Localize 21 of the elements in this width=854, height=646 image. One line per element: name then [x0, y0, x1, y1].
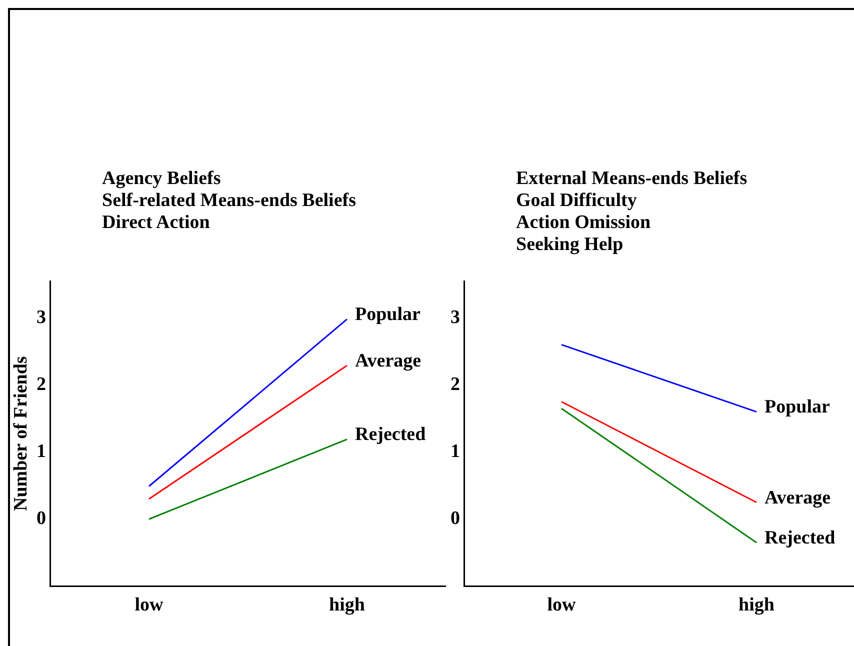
series-label: Popular [764, 396, 831, 418]
y-tick-label: 3 [450, 306, 460, 328]
y-tick-label: 1 [36, 440, 46, 462]
y-tick-label: 1 [450, 440, 460, 462]
series-label: Rejected [355, 424, 426, 446]
x-tick-label: low [134, 594, 164, 616]
y-tick-label: 0 [450, 508, 460, 530]
y-axis-title: Number of Friends [10, 356, 32, 512]
y-tick-label: 2 [36, 374, 46, 395]
y-tick-label: 0 [36, 508, 46, 530]
series-label: Rejected [764, 528, 836, 549]
series-label: Average [764, 487, 831, 508]
y-tick-label: 3 [36, 306, 46, 328]
chart-title: Agency Beliefs Self-related Means-ends Beliefs Direct Action [102, 168, 356, 234]
series-label: Popular [355, 304, 422, 326]
x-tick-label: low [547, 594, 576, 616]
chart-title: External Means-ends Beliefs Goal Difficulty Action Omission Seeking Help [516, 168, 748, 256]
x-tick-label: high [329, 594, 366, 616]
series-label: Average [355, 350, 422, 372]
y-tick-label: 2 [450, 374, 460, 395]
x-tick-label: high [738, 594, 775, 616]
